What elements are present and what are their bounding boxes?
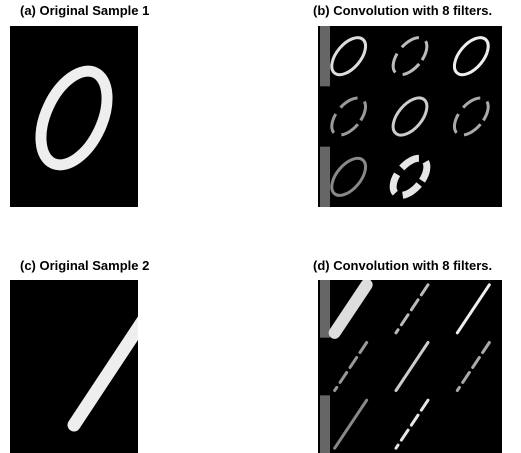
caption: (c) Original Sample 2 — [20, 258, 149, 273]
figure: (a) Original Sample 1 (b) Convolution wi… — [0, 0, 521, 453]
caption: (d) Convolution with 8 filters. — [313, 258, 492, 273]
sample-image — [10, 280, 138, 453]
caption: (a) Original Sample 1 — [20, 3, 149, 18]
filter-grid — [318, 26, 502, 207]
filter-grid — [318, 280, 502, 453]
caption: (b) Convolution with 8 filters. — [313, 3, 492, 18]
feature-map — [320, 395, 330, 453]
feature-map — [320, 147, 330, 207]
feature-map — [320, 26, 330, 86]
sample-image — [10, 26, 138, 207]
feature-map — [320, 280, 330, 338]
